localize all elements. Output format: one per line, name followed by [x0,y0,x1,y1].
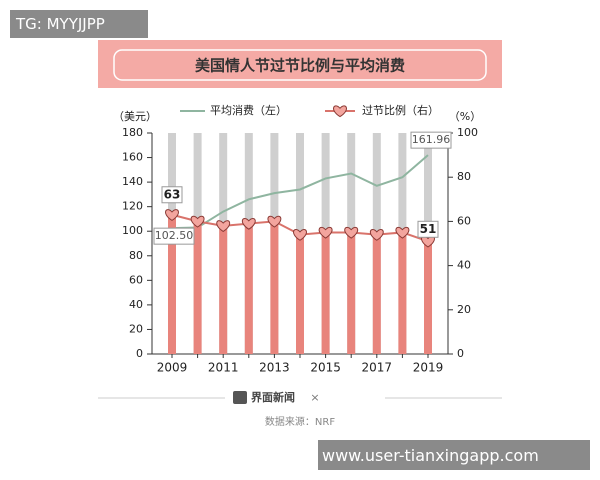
heart-marker [344,226,359,239]
heart-marker [421,235,435,248]
column-bg [219,133,228,354]
legend-swatch [333,105,347,118]
brand: 界面新闻 [251,390,295,404]
x-tick-label: 2009 [157,361,188,375]
column-bg [244,133,253,354]
bar [270,221,279,354]
bar [398,232,407,354]
y2-tick-label: 80 [457,170,471,183]
x-tick-label: 2015 [310,361,341,375]
brand-icon [233,391,247,404]
title-band [98,40,502,88]
watermark: www.user-tianxingapp.com [318,440,590,470]
y-tick-label: 60 [129,273,143,286]
heart-marker [241,217,256,230]
heart-marker [165,209,179,221]
y2-tick-label: 40 [457,259,471,272]
bar [372,234,381,354]
column-bg [424,133,432,354]
chart-title: 美国情人节过节比例与平均消费 [195,57,405,75]
y-tick-label: 40 [129,298,143,311]
y2-tick-label: 0 [457,347,464,360]
heart-marker [293,229,307,241]
column-bg [193,133,202,354]
x-tick-label: 2013 [259,361,290,375]
bar [424,241,432,354]
bar [347,232,356,354]
y2-tick-label: 100 [457,126,478,139]
bar [244,223,253,354]
y-tick-label: 80 [129,249,143,262]
x-tick-label: 2011 [208,361,239,375]
legend-label: 过节比例（右） [362,103,439,117]
value-label: 161.96 [412,133,451,146]
value-label: 51 [420,222,437,236]
y-tick-label: 120 [122,200,143,213]
line [171,154,429,230]
value-label: 63 [164,187,181,201]
bar [296,234,304,354]
x-tick-label: 2017 [362,361,393,375]
y2-tick-label: 20 [457,303,471,316]
y-tick-label: 0 [136,347,143,360]
heart-marker [190,215,205,228]
heart-marker [267,215,282,228]
marker-line [171,213,429,243]
y-axis-label: （美元） [113,110,157,123]
heart-marker [318,226,333,239]
heart-marker [369,229,384,241]
value-label: 102.50 [155,229,194,242]
value-label-box [161,186,183,204]
x-tick-label: 2019 [413,361,444,375]
legend-label: 平均消费（左） [210,103,287,117]
column-bg [347,133,356,354]
column-bg [270,133,279,354]
y-tick-label: 20 [129,322,143,335]
y-tick-label: 180 [122,126,143,139]
y-tick-label: 160 [122,151,143,164]
column-bg [398,133,407,354]
y2-axis-label: （%） [449,110,481,123]
bar [193,221,202,354]
y2-tick-label: 60 [457,214,471,227]
value-label-box [417,220,439,238]
bar [168,214,176,354]
value-label-box [410,131,452,149]
y-tick-label: 100 [122,224,143,237]
bar [219,225,228,354]
heart-marker [395,226,410,239]
cross: × [310,391,319,404]
column-bg [296,133,304,354]
bar [321,232,330,354]
title-frame [113,49,487,81]
source: 数据来源：NRF [265,415,335,428]
column-bg [168,133,176,354]
value-label-box [153,227,195,245]
heart-marker [216,220,231,233]
badge: TG: MYYJJPP [10,10,148,38]
y-tick-label: 140 [122,175,143,188]
column-bg [321,133,330,354]
column-bg [372,133,381,354]
